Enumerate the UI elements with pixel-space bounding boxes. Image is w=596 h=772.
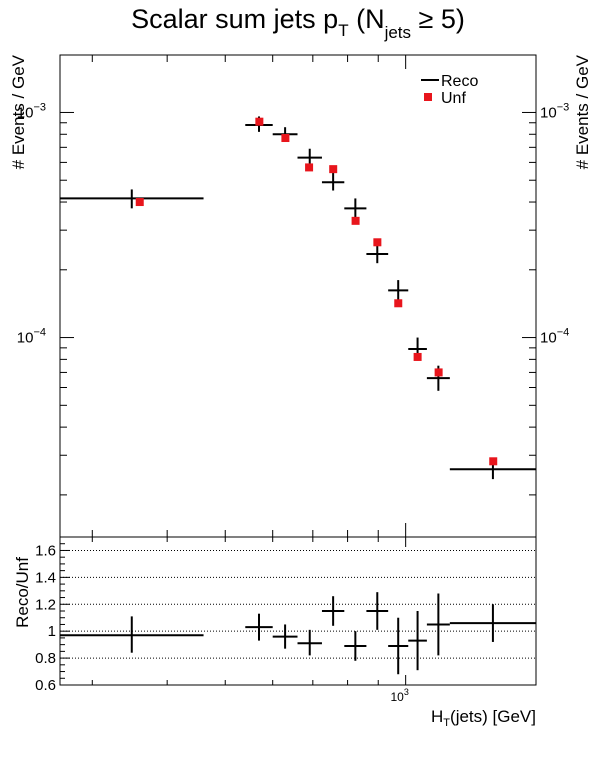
ratio-point: [426, 593, 450, 656]
ratio-point: [60, 616, 204, 653]
ratio-point: [366, 592, 389, 630]
ratio-point: [272, 624, 298, 649]
ratio-point: [408, 611, 427, 671]
ratio-point: [388, 617, 409, 675]
title-part-main: Scalar sum jets p: [131, 4, 338, 34]
main-y-tick-label: 10−4: [17, 327, 46, 347]
x-label-h: H: [431, 707, 443, 726]
ratio-y-tick-label: 1.4: [35, 569, 56, 586]
ratio-point: [321, 596, 345, 626]
unf-point: [434, 368, 443, 377]
reco-point: [388, 280, 409, 302]
tick-label-exponent: 3: [404, 687, 409, 697]
ratio-plot-frame: [59, 536, 537, 686]
unf-point: [281, 134, 290, 143]
reco-point: [366, 244, 389, 264]
unf-point: [413, 352, 422, 361]
tick-label-exponent: −4: [33, 327, 46, 339]
unf-point: [329, 165, 338, 174]
ratio-y-tick-label: 0.6: [35, 677, 56, 694]
ratio-point: [245, 613, 273, 641]
x-tick-label: 103: [390, 687, 408, 704]
legend-unf-label: Unf: [441, 90, 466, 107]
tick-label-exponent: −4: [557, 327, 570, 339]
ratio-point: [297, 629, 322, 656]
unf-point: [373, 238, 382, 247]
unf-point: [255, 117, 264, 126]
unf-point: [351, 216, 360, 225]
reco-point: [344, 198, 367, 218]
reco-point: [321, 172, 345, 191]
ratio-y-axis-label: Reco/Unf: [13, 557, 32, 628]
main-y-axis-label-left: # Events / GeV: [9, 54, 28, 169]
ratio-point: [344, 631, 367, 661]
ratio-y-tick-label: 1.2: [35, 596, 56, 613]
main-y-axis-label-right: # Events / GeV: [573, 54, 592, 169]
legend-reco-label: Reco: [441, 73, 478, 90]
tick-label-base: 10: [540, 330, 557, 347]
tick-label-base: 10: [540, 104, 557, 121]
main-data-layer: [60, 116, 536, 480]
ratio-y-tick-label: 0.8: [35, 650, 56, 667]
x-label-rest: (jets) [GeV]: [450, 707, 536, 726]
tick-label-base: 10: [17, 104, 34, 121]
unf-point: [394, 299, 403, 308]
tick-label-base: 10: [390, 690, 404, 704]
ratio-y-tick-label: 1.6: [35, 542, 56, 559]
unf-point: [489, 457, 498, 466]
title-part-sub-jets: jets: [384, 23, 411, 42]
ratio-data-layer: [60, 592, 536, 675]
title-part-cond: ≥ 5): [411, 4, 465, 34]
main-y-tick-label: 10−3: [17, 101, 46, 121]
title-part-n: (N: [349, 4, 385, 34]
x-label-sub-t: T: [443, 717, 450, 729]
main-plot-frame: [59, 54, 537, 538]
reco-point: [60, 189, 204, 209]
tick-label-exponent: −3: [557, 101, 570, 113]
unf-point: [305, 163, 314, 172]
legend-unf-marker-icon: [424, 93, 432, 101]
x-axis-label: HT(jets) [GeV]: [431, 707, 536, 729]
main-y-tick-label: 10−3: [540, 101, 569, 121]
title-part-sub-t: T: [338, 21, 348, 40]
unf-point: [135, 198, 144, 207]
ratio-axes: 103 0.6 0.8 1 1.2 1.4 1.6: [35, 536, 536, 704]
tick-label-base: 10: [17, 330, 34, 347]
ratio-point: [449, 604, 536, 642]
reco-point: [297, 148, 322, 166]
main-axes: 10−3 10−310−4 10−4: [17, 55, 569, 537]
legend: Reco Unf: [421, 73, 478, 107]
tick-label-exponent: −3: [33, 101, 46, 113]
chart-title: Scalar sum jets pT (Njets ≥ 5): [131, 4, 465, 42]
ratio-y-tick-label: 1: [48, 623, 56, 640]
main-y-tick-label: 10−4: [540, 327, 569, 347]
